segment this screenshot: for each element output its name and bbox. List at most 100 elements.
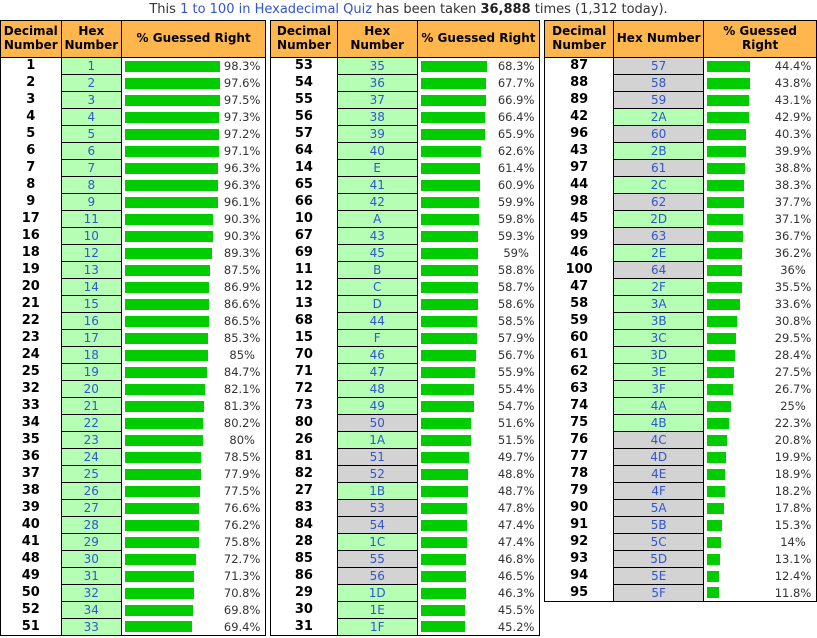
percent-bar [707, 162, 745, 174]
percent-label: 59.3% [497, 229, 535, 243]
percent-cell: 69.8% [122, 602, 266, 619]
percent-cell: 66.4% [417, 109, 539, 126]
table-row: 43 2B 39.9% [545, 142, 817, 160]
percent-label: 78.5% [223, 450, 261, 464]
table-row: 38 26 77.5% [1, 482, 266, 500]
percent-label: 43.8% [774, 76, 812, 90]
percent-label: 75.8% [223, 535, 261, 549]
hex-number: 62 [613, 193, 705, 211]
hex-number: 5B [613, 516, 705, 534]
percent-label: 86.9% [223, 280, 261, 294]
table-row: 72 48 55.4% [271, 380, 540, 398]
hex-number: 1B [336, 482, 418, 500]
hex-number: E [336, 159, 418, 177]
percent-bar-wrap: 84.7% [125, 364, 263, 380]
table-row: 79 4F 18.2% [545, 482, 817, 500]
table-row: 60 3C 29.5% [545, 329, 817, 347]
col-header-decimal-number: Decimal Number [544, 20, 615, 58]
percent-bar-wrap: 29.5% [707, 330, 814, 346]
percent-bar-wrap: 96.3% [125, 160, 263, 176]
percent-label: 37.7% [774, 195, 812, 209]
hex-number: 25 [60, 465, 123, 483]
percent-cell: 29.5% [704, 330, 817, 347]
percent-cell: 49.7% [417, 449, 539, 466]
percent-bar [420, 587, 466, 599]
decimal-number: 23 [21, 330, 40, 345]
percent-label: 69.8% [223, 603, 261, 617]
table-row: 31 1F 45.2% [271, 618, 540, 636]
decimal-number: 97 [570, 160, 589, 175]
percent-cell: 71.3% [122, 568, 266, 585]
percent-bar [707, 519, 722, 531]
percent-label: 36.7% [774, 229, 812, 243]
percent-bar [125, 400, 204, 412]
table-row: 50 32 70.8% [1, 584, 266, 602]
hex-number: 5E [613, 567, 705, 585]
percent-label: 19.9% [774, 450, 812, 464]
percent-bar [420, 145, 482, 157]
hex-number: 2D [613, 210, 705, 228]
percent-cell: 47.4% [417, 534, 539, 551]
percent-cell: 97.5% [122, 92, 266, 109]
table-row: 64 40 62.6% [271, 142, 540, 160]
percent-bar [707, 434, 728, 446]
percent-bar [125, 434, 203, 446]
percent-cell: 46.5% [417, 568, 539, 585]
percent-bar-wrap: 71.3% [125, 568, 263, 584]
decimal-number: 73 [294, 398, 313, 413]
percent-cell: 51.6% [417, 415, 539, 432]
table-row: 13 D 58.6% [271, 295, 540, 313]
table-row: 27 1B 48.7% [271, 482, 540, 500]
percent-cell: 37.1% [704, 211, 817, 228]
table-row: 91 5B 15.3% [545, 516, 817, 534]
percent-bar-wrap: 66.4% [420, 109, 537, 125]
decimal-number: 38 [21, 483, 40, 498]
percent-label: 86.5% [223, 314, 261, 328]
percent-bar [420, 570, 466, 582]
col-header-percent-guessed-right: % Guessed Right [416, 20, 541, 58]
percent-bar-wrap: 55.9% [420, 364, 537, 380]
percent-bar-wrap: 46.5% [420, 568, 537, 584]
decimal-number: 28 [294, 534, 313, 549]
decimal-number: 6 [26, 143, 36, 158]
percent-label: 61.4% [497, 161, 535, 175]
percent-bar-wrap: 72.7% [125, 551, 263, 567]
hex-number: 24 [60, 448, 123, 466]
hex-number: 1 [60, 57, 123, 75]
percent-bar [420, 111, 486, 123]
table-row: 96 60 40.3% [545, 125, 817, 143]
percent-bar [420, 298, 478, 310]
percent-bar-wrap: 85.3% [125, 330, 263, 346]
percent-bar [420, 536, 467, 548]
percent-bar [707, 281, 742, 293]
percent-cell: 68.3% [417, 58, 539, 75]
percent-label: 97.3% [223, 110, 261, 124]
percent-cell: 69.4% [122, 619, 266, 636]
percent-cell: 11.8% [704, 585, 817, 602]
table-row: 45 2D 37.1% [545, 210, 817, 228]
hex-number: 1F [336, 618, 418, 636]
percent-cell: 46.3% [417, 585, 539, 602]
percent-bar [420, 451, 469, 463]
percent-cell: 85.3% [122, 330, 266, 347]
decimal-number: 65 [294, 177, 313, 192]
percent-bar-wrap: 58.5% [420, 313, 537, 329]
table-row: 99 63 36.7% [545, 227, 817, 245]
percent-label: 40.3% [774, 127, 812, 141]
hex-number: 30 [60, 550, 123, 568]
percent-label: 47.8% [497, 501, 535, 515]
percent-label: 97.1% [223, 144, 261, 158]
percent-label: 66.4% [497, 110, 535, 124]
percent-bar-wrap: 47.8% [420, 500, 537, 516]
percent-label: 36.2% [774, 246, 812, 260]
quiz-link[interactable]: 1 to 100 in Hexadecimal Quiz [180, 2, 373, 17]
percent-label: 87.5% [223, 263, 261, 277]
percent-label: 47.4% [497, 535, 535, 549]
percent-cell: 19.9% [704, 449, 817, 466]
decimal-number: 41 [21, 534, 40, 549]
percent-bar-wrap: 47.4% [420, 517, 537, 533]
percent-label: 77.5% [223, 484, 261, 498]
percent-bar-wrap: 51.6% [420, 415, 537, 431]
percent-bar-wrap: 86.9% [125, 279, 263, 295]
percent-label: 54.7% [497, 399, 535, 413]
